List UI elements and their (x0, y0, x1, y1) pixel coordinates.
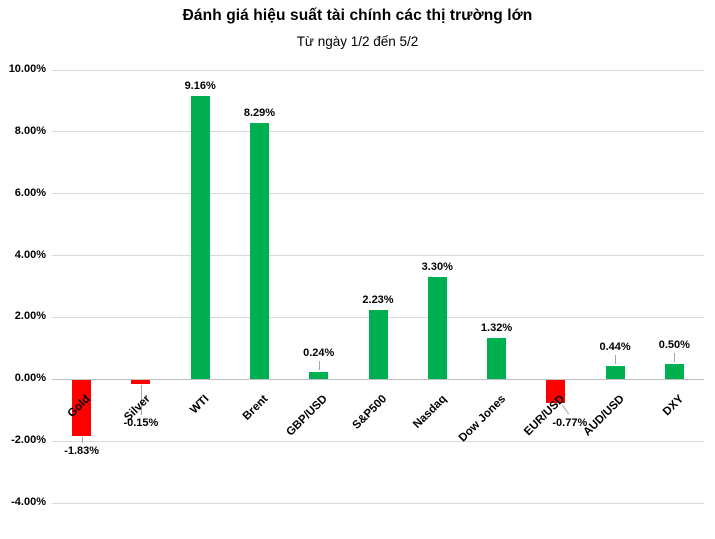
value-label: 0.50% (658, 338, 690, 351)
category-label-text: EUR/USD (522, 393, 568, 439)
bar-gold[interactable] (72, 380, 92, 436)
value-label: 0.24% (303, 346, 335, 359)
bar-wti[interactable] (190, 95, 210, 380)
y-axis-tick-label: 6.00% (14, 186, 46, 199)
gridline (52, 502, 704, 504)
category-label-text: S&P500 (350, 393, 390, 432)
bar-eur-usd[interactable] (546, 380, 566, 404)
value-label: 1.32% (480, 322, 513, 335)
y-axis-tick-label: -4.00% (11, 496, 46, 509)
value-label: 8.29% (243, 106, 276, 119)
gridline (52, 440, 704, 442)
chart-subtitle: Từ ngày 1/2 đến 5/2 (296, 34, 419, 49)
y-axis-tick-label: 10.00% (8, 63, 46, 75)
bar-dxy[interactable] (664, 363, 684, 380)
chart-title: Đánh giá hiệu suất tài chính các thị trư… (182, 7, 533, 24)
y-axis-tick-label: 4.00% (14, 248, 46, 261)
bar-aud-usd[interactable] (605, 365, 625, 380)
category-label-text: WTI (188, 393, 212, 417)
value-label: 0.44% (599, 340, 631, 353)
gridline (52, 69, 704, 71)
value-label: 3.30% (421, 261, 453, 274)
category-label-text: Nasdaq (410, 393, 449, 431)
bar-s-p500[interactable] (368, 310, 388, 380)
leader-line (615, 354, 617, 364)
category-label-text: AUD/USD (581, 393, 627, 439)
value-label: 9.16% (184, 79, 216, 92)
bar-silver[interactable] (131, 380, 151, 384)
bar-brent[interactable] (249, 122, 269, 380)
category-label-text: DXY (660, 393, 686, 419)
x-axis-line (52, 378, 704, 380)
gridline (52, 255, 704, 257)
y-axis-tick-label: 2.00% (14, 310, 46, 323)
y-axis-tick-label: 8.00% (14, 124, 46, 137)
leader-line (318, 360, 320, 370)
gridline (52, 131, 704, 133)
category-label-text: GBP/USD (284, 393, 331, 439)
leader-line (140, 384, 142, 415)
value-label: 2.23% (362, 294, 394, 307)
leader-line (674, 352, 676, 362)
gridline (52, 193, 704, 195)
bar-nasdaq[interactable] (427, 277, 447, 380)
y-axis-tick-label: 0.00% (14, 372, 46, 385)
category-label-text: Dow Jones (456, 393, 509, 445)
leader-line (561, 404, 569, 415)
value-label: -0.15% (123, 417, 159, 429)
value-label: -1.83% (64, 444, 100, 457)
y-axis-tick-label: -2.00% (11, 434, 46, 447)
leader-line (81, 436, 83, 443)
bar-gbp-usd[interactable] (309, 371, 329, 380)
value-label: -0.77% (552, 417, 588, 429)
bar-dow-jones[interactable] (487, 338, 507, 380)
category-label-text: Brent (241, 393, 271, 423)
